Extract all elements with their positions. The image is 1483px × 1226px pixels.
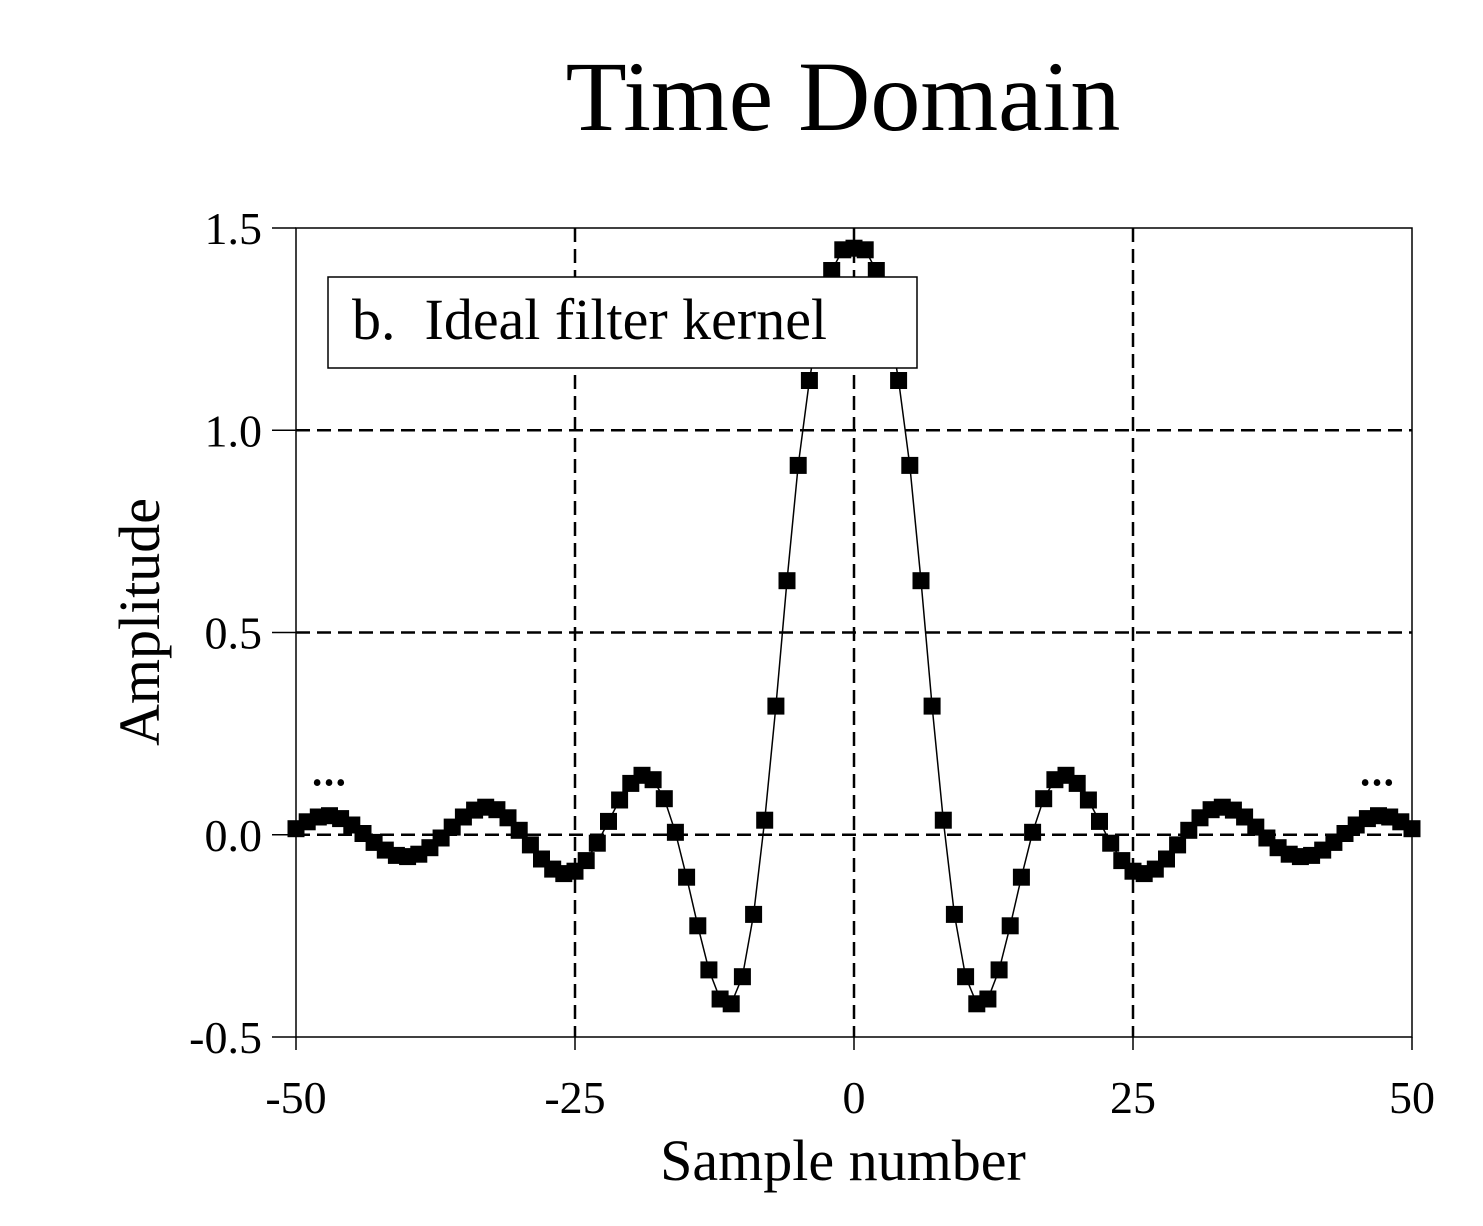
data-point — [1403, 820, 1421, 838]
legend-box: b. Ideal filter kernel — [327, 276, 918, 369]
data-point — [611, 791, 629, 809]
data-point — [1079, 791, 1097, 809]
axis-ticks: -50 -25 0 25 50 -0.5 0.0 0.5 1.0 1.5 — [189, 203, 1435, 1123]
chart-title: Time Domain — [566, 41, 1121, 152]
x-axis-label: Sample number — [660, 1128, 1026, 1193]
y-tick-label: 0.5 — [205, 608, 263, 659]
data-point — [1169, 836, 1187, 854]
y-tick-label: 1.0 — [205, 405, 263, 456]
data-point — [1102, 834, 1120, 852]
data-point — [979, 990, 997, 1008]
x-tick-label: 0 — [843, 1072, 866, 1123]
data-point — [856, 241, 874, 259]
data-point — [700, 961, 718, 979]
data-point — [1068, 774, 1086, 792]
legend-box-frame — [327, 276, 918, 369]
data-point — [767, 697, 785, 715]
data-point — [800, 372, 818, 389]
legend-label: b. Ideal filter kernel — [352, 287, 827, 352]
data-point — [912, 572, 930, 590]
data-point — [778, 572, 796, 590]
data-point — [1001, 917, 1019, 935]
continuation-dots-left: ••• — [312, 768, 347, 799]
data-point — [655, 790, 673, 808]
data-point — [823, 262, 841, 279]
data-point — [867, 262, 885, 279]
data-point — [789, 456, 807, 474]
data-point — [745, 905, 763, 923]
data-point — [644, 771, 662, 789]
x-tick-label: -50 — [265, 1072, 326, 1123]
data-point — [945, 905, 963, 923]
data-point — [756, 811, 774, 829]
data-point — [588, 834, 606, 852]
data-point — [510, 821, 528, 839]
y-tick-label: 1.5 — [205, 203, 263, 254]
data-point — [1012, 868, 1030, 886]
x-tick-label: 50 — [1389, 1072, 1435, 1123]
data-layer — [287, 239, 1421, 1013]
data-point — [521, 836, 539, 854]
data-point — [990, 961, 1008, 979]
x-tick-label: 25 — [1110, 1072, 1156, 1123]
data-point — [689, 917, 707, 935]
x-tick-label: -25 — [544, 1072, 605, 1123]
data-point — [923, 697, 941, 715]
data-point — [722, 995, 740, 1013]
data-point — [733, 968, 751, 986]
data-point — [577, 852, 595, 870]
data-point — [678, 868, 696, 886]
data-point — [957, 968, 975, 986]
y-tick-label: -0.5 — [189, 1012, 262, 1063]
y-tick-label: 0.0 — [205, 810, 263, 861]
data-point — [666, 823, 684, 841]
data-point — [1035, 790, 1053, 808]
data-point — [600, 812, 617, 830]
data-point — [934, 811, 952, 829]
data-point — [1024, 823, 1042, 841]
data-point — [890, 372, 908, 389]
data-point — [1091, 812, 1108, 830]
data-point — [1158, 850, 1175, 868]
continuation-dots-right: ••• — [1360, 768, 1395, 799]
data-point — [901, 456, 919, 474]
y-axis-label: Amplitude — [107, 498, 172, 746]
